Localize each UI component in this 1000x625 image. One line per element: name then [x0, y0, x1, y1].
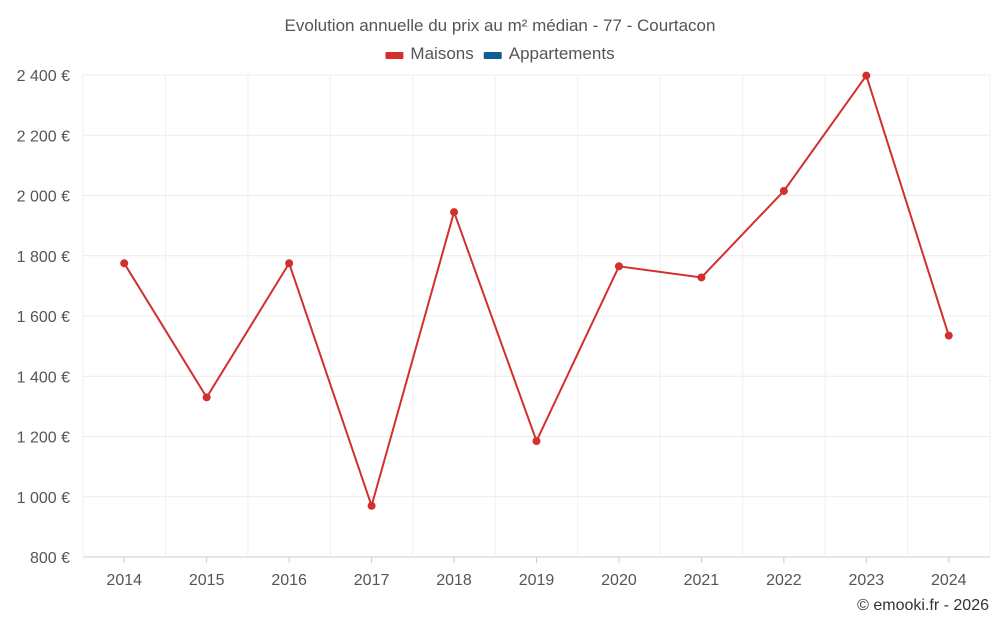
x-tick-label: 2024: [931, 572, 967, 589]
data-point[interactable]: [202, 393, 211, 402]
legend-label: Appartements: [509, 44, 615, 63]
grid: [82, 74, 991, 558]
legend-swatch: [385, 52, 404, 59]
data-point[interactable]: [862, 71, 871, 80]
x-tick-label: 2019: [519, 572, 555, 589]
y-tick-label: 2 000 €: [17, 189, 70, 206]
data-point[interactable]: [614, 262, 623, 271]
x-tick-label: 2022: [766, 572, 802, 589]
y-tick-label: 1 000 €: [17, 490, 70, 507]
data-point[interactable]: [367, 501, 376, 510]
data-point[interactable]: [779, 186, 788, 195]
chart-title: Evolution annuelle du prix au m² médian …: [285, 16, 716, 35]
legend-swatch: [483, 52, 502, 59]
x-tick-label: 2021: [684, 572, 720, 589]
legend-item-appartements[interactable]: Appartements: [483, 44, 615, 63]
credit-text: © emooki.fr - 2026: [857, 597, 989, 614]
y-tick-label: 2 200 €: [17, 128, 70, 145]
y-tick-label: 1 800 €: [17, 249, 70, 266]
x-tick-label: 2023: [849, 572, 885, 589]
y-tick-label: 800 €: [30, 550, 70, 567]
y-axis: 800 € 1 000 € 1 200 € 1 400 € 1 600 € 1 800 €…: [17, 68, 70, 567]
x-tick-label: 2018: [436, 572, 472, 589]
data-point[interactable]: [944, 331, 953, 340]
x-tick-label: 2016: [271, 572, 307, 589]
x-axis: 2014 2015 2016 2017 2018 2019 2020 2021 2022 2023…: [106, 557, 967, 589]
data-point[interactable]: [532, 437, 541, 446]
legend: Maisons Appartements: [385, 44, 615, 63]
data-point[interactable]: [285, 259, 294, 268]
x-tick-label: 2015: [189, 572, 225, 589]
x-tick-label: 2020: [601, 572, 637, 589]
legend-item-maisons[interactable]: Maisons: [385, 44, 474, 63]
y-tick-label: 1 200 €: [17, 430, 70, 447]
data-point[interactable]: [697, 273, 706, 282]
y-tick-label: 2 400 €: [17, 68, 70, 85]
legend-label: Maisons: [410, 44, 473, 63]
x-tick-label: 2017: [354, 572, 390, 589]
y-tick-label: 1 400 €: [17, 369, 70, 386]
y-tick-label: 1 600 €: [17, 309, 70, 326]
data-point[interactable]: [450, 208, 459, 217]
x-tick-label: 2014: [106, 572, 142, 589]
data-point[interactable]: [120, 259, 129, 268]
series-area: [120, 71, 953, 510]
